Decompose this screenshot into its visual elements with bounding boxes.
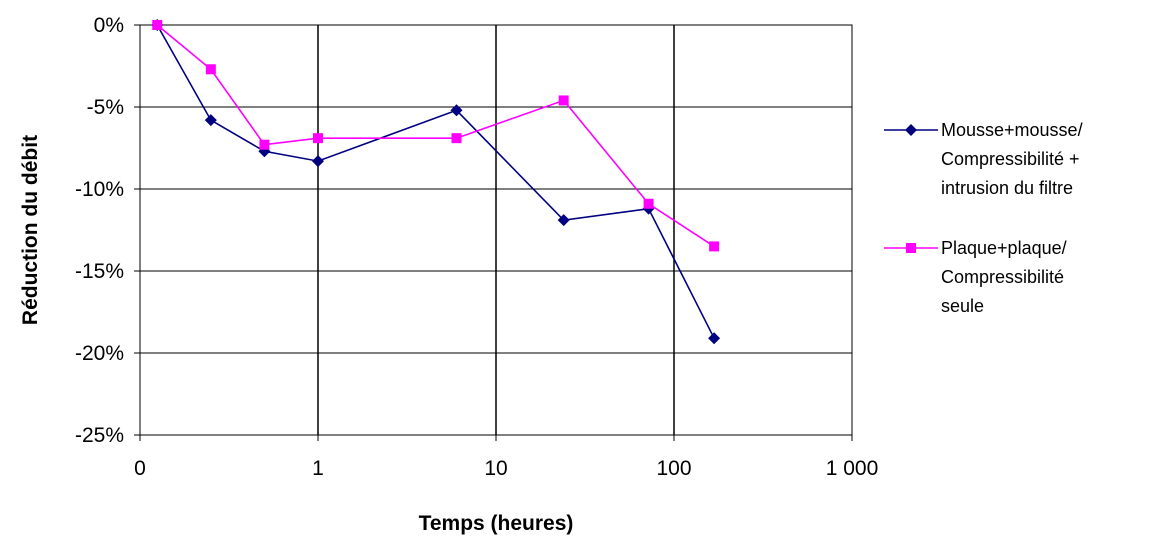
data-point: [313, 133, 323, 144]
data-point: [643, 198, 654, 209]
series-1: [151, 19, 721, 345]
legend-swatch-marker: [905, 124, 917, 136]
y-tick-label: -25%: [75, 424, 124, 447]
data-point: [557, 214, 570, 227]
series-line: [156, 24, 715, 339]
data-point: [451, 133, 462, 144]
legend-label: Compressibilité +: [941, 149, 1080, 169]
data-point: [450, 104, 463, 117]
x-tick-label: 0: [134, 457, 146, 480]
y-tick-label: 0%: [94, 14, 124, 37]
data-point: [205, 64, 216, 75]
x-axis-ticks: 0 1 10 100 1 000: [134, 435, 878, 480]
y-axis-title: Réduction du débit: [19, 135, 42, 325]
legend-entry-2: Plaque+plaque/Compressibilité seule: [884, 238, 1067, 316]
data-point: [709, 241, 720, 252]
x-axis-title: Temps (heures): [419, 512, 574, 535]
x-tick-label: 100: [656, 457, 691, 480]
data-point: [558, 95, 569, 106]
x-tick-label: 10: [484, 457, 507, 480]
grid: [140, 25, 852, 435]
x-tick-label: 1: [312, 457, 324, 480]
y-tick-label: -10%: [75, 178, 124, 201]
y-tick-label: -15%: [75, 260, 124, 283]
legend-swatch-marker: [906, 243, 916, 253]
legend-label: Plaque+plaque/: [941, 238, 1067, 258]
data-point: [152, 20, 163, 30]
y-tick-label: -5%: [87, 96, 124, 119]
y-axis-ticks: 0% -5% -10% -15% -20% -25%: [75, 14, 140, 447]
x-tick-label: 1 000: [826, 457, 879, 480]
legend-label: Compressibilité: [941, 267, 1064, 287]
series-line: [156, 24, 715, 248]
legend-label: intrusion du filtre: [941, 178, 1073, 198]
data-point: [708, 332, 721, 345]
series-group: [151, 19, 721, 345]
data-point: [259, 139, 270, 150]
legend-entry-1: Mousse+mousse/Compressibilité + intrusion…: [884, 120, 1083, 198]
legend-label: Mousse+mousse/: [941, 120, 1083, 140]
data-point: [204, 114, 217, 127]
legend: Mousse+mousse/Compressibilité + intrusion…: [884, 120, 1083, 316]
data-point: [312, 155, 324, 168]
y-tick-label: -20%: [75, 342, 124, 365]
legend-label: seule: [941, 296, 984, 316]
series-2: [152, 20, 720, 252]
